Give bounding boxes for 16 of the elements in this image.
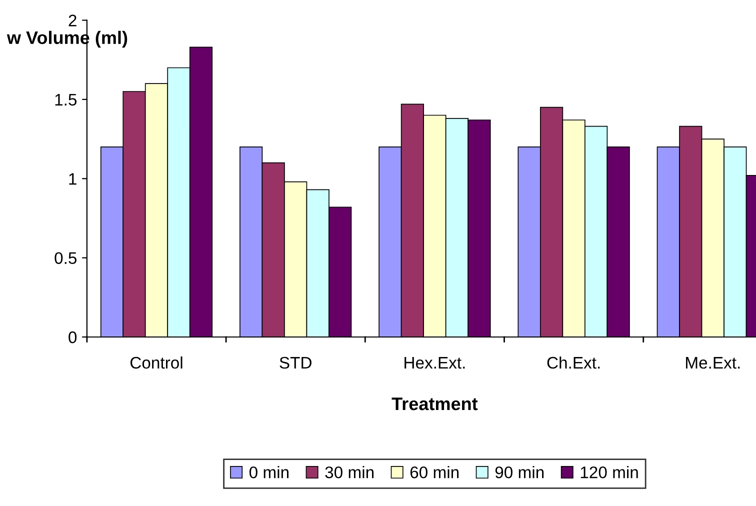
legend-label: 0 min bbox=[249, 466, 288, 478]
y-tick-label: 2 bbox=[68, 14, 76, 26]
x-tick-label: Ch.Ext. bbox=[547, 356, 600, 369]
legend-label: 120 min bbox=[580, 466, 638, 478]
legend-label: 30 min bbox=[325, 466, 374, 478]
x-tick-label: Me.Ext. bbox=[686, 357, 740, 369]
x-tick-label: STD bbox=[280, 356, 312, 369]
y-tick-label: 0.5 bbox=[54, 252, 77, 264]
x-axis-title: Treatment bbox=[392, 398, 478, 410]
y-tick-label: 1.5 bbox=[55, 94, 77, 106]
legend-label: 90 min bbox=[495, 466, 544, 478]
y-tick-label: 0 bbox=[68, 331, 77, 344]
x-tick-label: Hex.Ext. bbox=[404, 357, 465, 369]
x-tick-label: Control bbox=[130, 356, 182, 369]
legend-label: 60 min bbox=[410, 466, 459, 478]
y-tick-label: 1 bbox=[69, 173, 76, 185]
